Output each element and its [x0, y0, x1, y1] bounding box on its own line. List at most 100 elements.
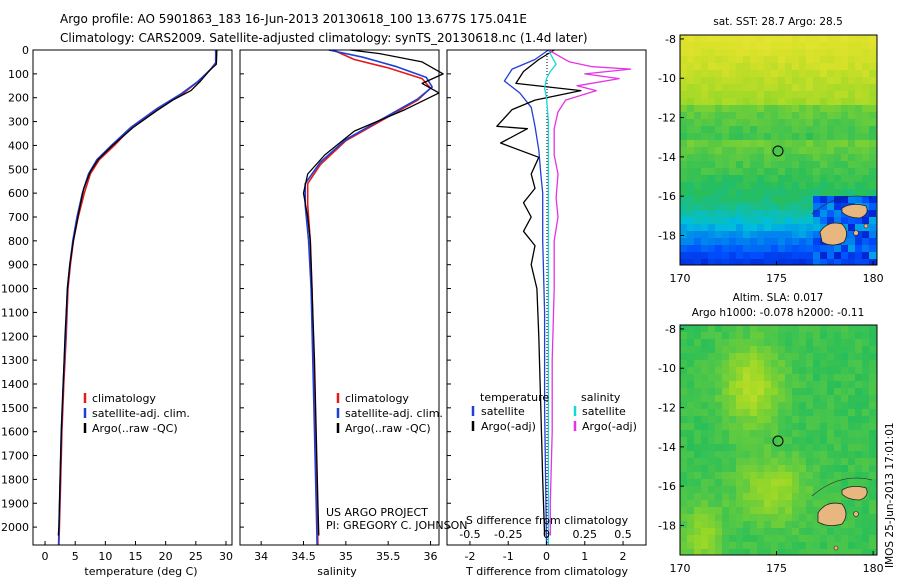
sla_map-cell: [778, 437, 786, 445]
sla_map-cell: [813, 472, 821, 480]
sst_map-cell: [827, 77, 835, 85]
sst_map-cell: [729, 91, 737, 99]
sst_map-cell: [799, 154, 807, 162]
sst_map-cell: [813, 196, 821, 204]
sla_map-cell: [722, 423, 730, 431]
sst_map-cell: [813, 210, 821, 218]
sla_map-cell: [694, 542, 702, 550]
sla_map-cell: [841, 402, 849, 410]
sla_map-cell: [764, 374, 772, 382]
sst_map-cell: [680, 245, 688, 253]
sla_map-cell: [680, 521, 688, 529]
sst_map-cell: [736, 203, 744, 211]
sla_map-cell: [729, 346, 737, 354]
temperature-ytick-label: 500: [8, 163, 29, 176]
sla_map-cell: [792, 472, 800, 480]
sla_map-cell: [771, 486, 779, 494]
sst_map-cell: [848, 49, 856, 57]
sst_map-cell: [722, 224, 730, 232]
sla_map-cell: [834, 472, 842, 480]
sla_map-cell: [848, 437, 856, 445]
sla_map-cell: [743, 416, 751, 424]
sst_map-cell: [841, 126, 849, 134]
sla_map-cell: [799, 409, 807, 417]
sla_map-cell: [708, 332, 716, 340]
sst_map-cell: [701, 112, 709, 120]
sla_map-cell: [834, 381, 842, 389]
sla_map-cell: [827, 549, 835, 555]
sla_map-cell: [799, 535, 807, 543]
sst_map-cell: [694, 98, 702, 106]
sst_map-cell: [778, 259, 786, 265]
sst_map-cell: [820, 259, 828, 265]
sst_map-cell: [806, 56, 814, 64]
sla_map-cell: [687, 402, 695, 410]
sst_map-cell: [799, 63, 807, 71]
sst_map-cell: [743, 112, 751, 120]
sla_map-cell: [855, 528, 863, 536]
sst_map-cell: [771, 259, 779, 265]
sst_map-cell: [848, 168, 856, 176]
sst_map-cell: [750, 259, 758, 265]
sst_map-cell: [708, 238, 716, 246]
sst_map-cell: [806, 259, 814, 265]
sla_map-cell: [743, 332, 751, 340]
sla_map-cell: [687, 409, 695, 417]
sst_map-cell: [757, 154, 765, 162]
sla_map-cell: [869, 416, 877, 424]
sst_map-cell: [855, 98, 863, 106]
sla_map-cell: [715, 360, 723, 368]
sst_map-cell: [848, 252, 856, 260]
sla_map-cell: [680, 479, 688, 487]
sst_map-cell: [834, 196, 842, 204]
sla_map-cell: [750, 416, 758, 424]
sst_map-cell: [841, 252, 849, 260]
sst_map-cell: [687, 238, 695, 246]
sla_map-cell: [694, 395, 702, 403]
sla_map-cell: [785, 507, 793, 515]
sla_map-cell: [687, 423, 695, 431]
sla_map-cell: [722, 381, 730, 389]
sla_map-cell: [701, 402, 709, 410]
sla_map-cell: [827, 353, 835, 361]
sst_map-cell: [764, 161, 772, 169]
sla_map-cell: [715, 325, 723, 333]
sst_map-cell: [848, 147, 856, 155]
sla_map-cell: [792, 339, 800, 347]
sla_map-cell: [722, 430, 730, 438]
sla_map-cell: [701, 507, 709, 515]
sla_map-cell: [869, 409, 877, 417]
sst_map-cell: [757, 245, 765, 253]
sst_map-cell: [813, 154, 821, 162]
sst_map-cell: [694, 245, 702, 253]
sla_map-cell: [778, 332, 786, 340]
sst_map-cell: [827, 70, 835, 78]
sst_map-cell: [694, 84, 702, 92]
sst_map-cell: [841, 182, 849, 190]
sla_map-cell: [694, 472, 702, 480]
temperature-ytick-label: 1200: [1, 330, 29, 343]
sst_map-cell: [820, 203, 828, 211]
sla_map-cell: [715, 430, 723, 438]
sla_map-cell: [701, 374, 709, 382]
sst_map-cell: [827, 126, 835, 134]
sst_map-cell: [757, 42, 765, 50]
sla_map-cell: [687, 535, 695, 543]
salinity-legend: climatology satellite-adj. clim. Argo(..…: [336, 392, 443, 435]
sst_map-cell: [799, 77, 807, 85]
difference-xtick2-label: -0.5: [459, 528, 480, 541]
sst_map-cell: [862, 182, 870, 190]
sla_map-cell: [785, 521, 793, 529]
sla_map-cell: [743, 339, 751, 347]
sla_map-cell: [834, 542, 842, 550]
sla_map-cell: [764, 514, 772, 522]
sla_map-cell: [771, 381, 779, 389]
sst_map-cell: [722, 98, 730, 106]
sla_map-cell: [771, 409, 779, 417]
sla_map-cell: [841, 521, 849, 529]
sst_map-cell: [848, 238, 856, 246]
sst_map-cell: [806, 189, 814, 197]
sst_map-cell: [827, 42, 835, 50]
sst_map-cell: [806, 63, 814, 71]
sla_map-cell: [834, 416, 842, 424]
